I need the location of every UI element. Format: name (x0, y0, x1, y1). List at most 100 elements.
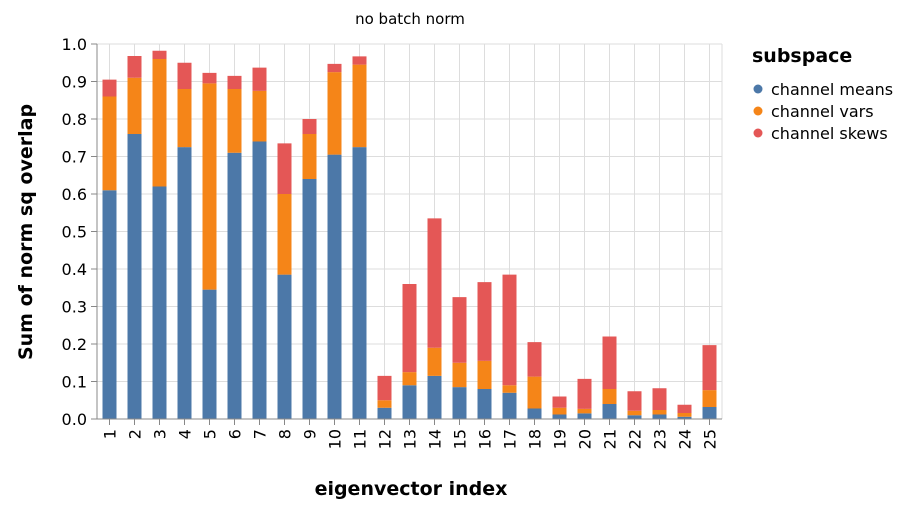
bar-segment-channel-vars-15 (452, 362, 467, 388)
bar-segment-channel-vars-2 (127, 77, 142, 134)
bar-segment-channel-means-11 (352, 147, 367, 419)
bar-segment-channel-skews-13 (402, 284, 417, 373)
y-tick-label: 0.3 (62, 298, 87, 317)
bar-segment-channel-skews-24 (677, 404, 692, 413)
bar-segment-channel-skews-21 (602, 336, 617, 389)
bar-segment-channel-skews-7 (252, 67, 267, 91)
x-tick-label: 10 (326, 429, 345, 449)
bar-segment-channel-means-22 (627, 415, 642, 419)
bar-segment-channel-means-19 (552, 414, 567, 419)
x-tick-label: 2 (126, 429, 145, 439)
y-tick-label: 0.0 (62, 410, 87, 429)
bar-segment-channel-vars-1 (102, 96, 117, 191)
x-tick-label: 17 (501, 429, 520, 449)
bar-segment-channel-means-23 (652, 414, 667, 419)
y-tick-label: 0.1 (62, 373, 87, 392)
bar-segment-channel-means-15 (452, 387, 467, 419)
bar-segment-channel-vars-20 (577, 408, 592, 414)
x-tick-label: 9 (301, 429, 320, 439)
bar-segment-channel-means-1 (102, 190, 117, 419)
legend-label-channel-skews: channel skews (771, 124, 888, 143)
bar-segment-channel-vars-11 (352, 64, 367, 148)
bar-segment-channel-vars-14 (427, 347, 442, 376)
x-axis-title: eigenvector index (315, 478, 508, 500)
x-tick-label: 25 (701, 429, 720, 449)
legend-label-channel-vars: channel vars (771, 102, 874, 121)
bar-segment-channel-means-5 (202, 289, 217, 419)
bar-segment-channel-vars-8 (277, 194, 292, 275)
y-tick-label: 0.4 (62, 260, 87, 279)
x-tick-label: 18 (526, 429, 545, 449)
y-tick-label: 1.0 (62, 35, 87, 54)
bars (102, 50, 717, 419)
x-tick-label: 7 (251, 429, 270, 439)
bar-segment-channel-means-20 (577, 413, 592, 419)
bar-segment-channel-vars-18 (527, 376, 542, 409)
chart-title: no batch norm (355, 10, 465, 28)
x-tick-label: 5 (201, 429, 220, 439)
bar-segment-channel-means-18 (527, 408, 542, 419)
bar-segment-channel-means-21 (602, 404, 617, 419)
bar-segment-channel-vars-5 (202, 83, 217, 290)
bar-segment-channel-skews-22 (627, 391, 642, 411)
bar-segment-channel-skews-12 (377, 375, 392, 401)
bar-segment-channel-means-3 (152, 186, 167, 419)
x-tick-label: 14 (426, 429, 445, 449)
bar-segment-channel-vars-23 (652, 410, 667, 415)
legend-swatch-channel-means (753, 84, 763, 94)
bar-segment-channel-means-2 (127, 134, 142, 419)
bar-segment-channel-skews-23 (652, 388, 667, 410)
legend: subspace channel means channel vars channe… (752, 45, 893, 143)
bar-segment-channel-vars-19 (552, 407, 567, 415)
bar-segment-channel-skews-19 (552, 396, 567, 408)
bar-segment-channel-vars-9 (302, 134, 317, 179)
bar-segment-channel-means-13 (402, 385, 417, 419)
bar-segment-channel-means-8 (277, 274, 292, 419)
bar-segment-channel-skews-17 (502, 274, 517, 386)
bar-segment-channel-skews-4 (177, 62, 192, 89)
bar-segment-channel-means-12 (377, 407, 392, 419)
bar-segment-channel-vars-7 (252, 90, 267, 142)
x-tick-label: 24 (676, 429, 695, 449)
x-tick-label: 21 (601, 429, 620, 449)
bar-segment-channel-vars-3 (152, 59, 167, 187)
bar-segment-channel-means-10 (327, 154, 342, 419)
bar-segment-channel-skews-5 (202, 72, 217, 84)
bar-segment-channel-skews-8 (277, 143, 292, 194)
legend-swatch-channel-skews (753, 128, 763, 138)
bar-segment-channel-means-9 (302, 179, 317, 419)
x-tick-label: 12 (376, 429, 395, 449)
bar-segment-channel-vars-24 (677, 413, 692, 417)
bar-segment-channel-vars-12 (377, 400, 392, 408)
bar-segment-channel-vars-6 (227, 89, 242, 153)
x-tick-label: 20 (576, 429, 595, 449)
legend-title: subspace (752, 45, 852, 67)
bar-segment-channel-skews-20 (577, 378, 592, 409)
bar-segment-channel-vars-13 (402, 372, 417, 386)
bar-segment-channel-vars-16 (477, 360, 492, 389)
bar-segment-channel-vars-10 (327, 72, 342, 155)
x-tick-label: 4 (176, 429, 195, 439)
x-tick-label: 19 (551, 429, 570, 449)
y-tick-label: 0.6 (62, 185, 87, 204)
x-tick-label: 3 (151, 429, 170, 439)
x-tick-label: 15 (451, 429, 470, 449)
bar-segment-channel-skews-15 (452, 297, 467, 363)
bar-segment-channel-means-14 (427, 375, 442, 419)
bar-segment-channel-skews-3 (152, 50, 167, 59)
bar-segment-channel-means-24 (677, 416, 692, 419)
x-tick-label: 1 (101, 429, 120, 439)
bar-segment-channel-means-16 (477, 389, 492, 419)
bar-segment-channel-skews-16 (477, 282, 492, 361)
y-axis-title: Sum of norm sq overlap (15, 104, 37, 360)
bar-segment-channel-means-25 (702, 407, 717, 419)
x-tick-label: 13 (401, 429, 420, 449)
bar-segment-channel-means-7 (252, 141, 267, 419)
legend-label-channel-means: channel means (771, 80, 893, 99)
bar-segment-channel-means-17 (502, 392, 517, 419)
y-tick-label: 0.2 (62, 335, 87, 354)
legend-swatch-channel-vars (753, 106, 763, 116)
x-tick-label: 23 (651, 429, 670, 449)
